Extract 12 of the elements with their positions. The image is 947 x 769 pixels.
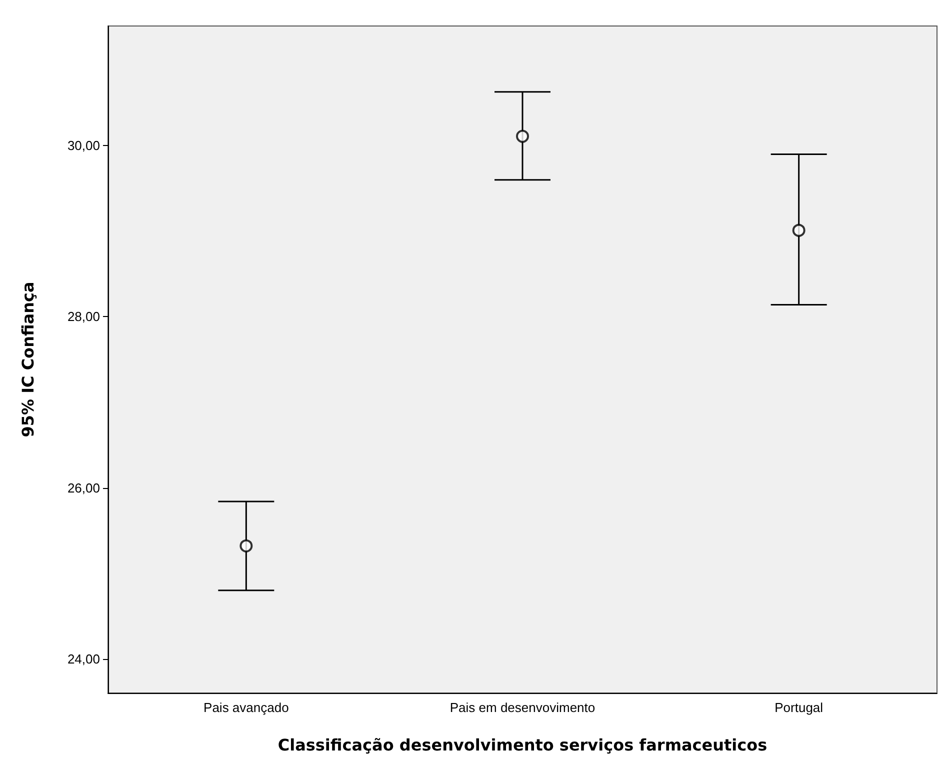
point (516, 130, 529, 143)
y-tick-label: 24,00 (67, 651, 100, 666)
y-tick-label: 28,00 (67, 309, 100, 324)
x-tick-label: Portugal (774, 700, 824, 715)
x-tick-label: Pais avançado (204, 700, 289, 715)
y-tick-label: 26,00 (67, 480, 100, 496)
x-tick-label: Pais em desenvovimento (450, 700, 596, 715)
x-axis-title: Classificação desenvolvimento serviços farmaceuticos (278, 736, 768, 754)
y-axis-title: 95% IC Confiança (18, 282, 38, 438)
point (240, 539, 253, 552)
y-tick-label: 30,00 (67, 138, 100, 154)
point (792, 224, 806, 237)
